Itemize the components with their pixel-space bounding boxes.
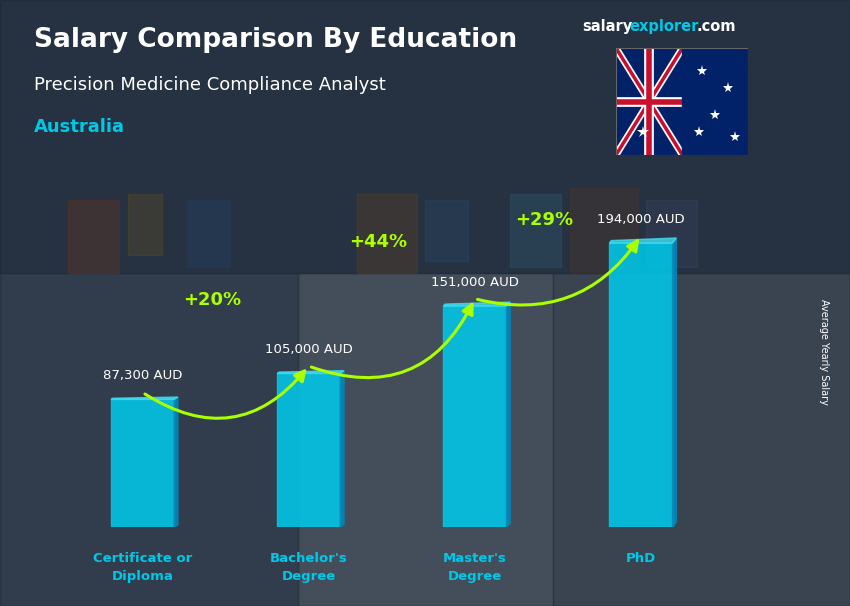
Text: 151,000 AUD: 151,000 AUD [431, 276, 518, 288]
Polygon shape [340, 371, 344, 527]
Bar [68, 200, 119, 273]
Polygon shape [444, 302, 510, 306]
Bar [552, 273, 850, 606]
Text: Precision Medicine Compliance Analyst: Precision Medicine Compliance Analyst [34, 76, 386, 94]
Text: 87,300 AUD: 87,300 AUD [103, 369, 182, 382]
Text: Average Yearly Salary: Average Yearly Salary [819, 299, 829, 404]
Polygon shape [174, 397, 178, 527]
Text: +44%: +44% [349, 233, 407, 251]
Polygon shape [111, 399, 174, 527]
Polygon shape [507, 302, 510, 527]
FancyArrowPatch shape [311, 304, 472, 378]
Bar [510, 194, 561, 267]
Polygon shape [609, 238, 677, 243]
Text: .com: .com [697, 19, 736, 35]
Text: 105,000 AUD: 105,000 AUD [265, 343, 353, 356]
Text: +29%: +29% [516, 211, 574, 228]
Bar [357, 194, 416, 273]
Text: PhD: PhD [626, 552, 656, 565]
Text: Certificate or
Diploma: Certificate or Diploma [93, 552, 192, 583]
Text: +20%: +20% [184, 291, 241, 309]
Polygon shape [277, 373, 340, 527]
Bar [128, 194, 162, 255]
Bar [0, 0, 850, 273]
Text: 194,000 AUD: 194,000 AUD [598, 213, 685, 225]
Bar [646, 200, 697, 267]
Polygon shape [672, 238, 677, 527]
FancyArrowPatch shape [478, 241, 638, 305]
Bar [425, 200, 468, 261]
Bar [187, 200, 230, 267]
Bar [570, 188, 638, 273]
Text: Salary Comparison By Education: Salary Comparison By Education [34, 27, 517, 53]
Polygon shape [609, 243, 672, 527]
Text: Bachelor's
Degree: Bachelor's Degree [269, 552, 348, 583]
Bar [298, 273, 552, 606]
Polygon shape [444, 306, 507, 527]
Text: explorer: explorer [629, 19, 699, 35]
Polygon shape [277, 371, 344, 373]
Text: Australia: Australia [34, 118, 125, 136]
FancyArrowPatch shape [144, 371, 305, 418]
Text: salary: salary [582, 19, 632, 35]
Bar [0, 273, 298, 606]
Polygon shape [111, 397, 178, 399]
Bar [682, 48, 748, 155]
Text: Master's
Degree: Master's Degree [443, 552, 507, 583]
